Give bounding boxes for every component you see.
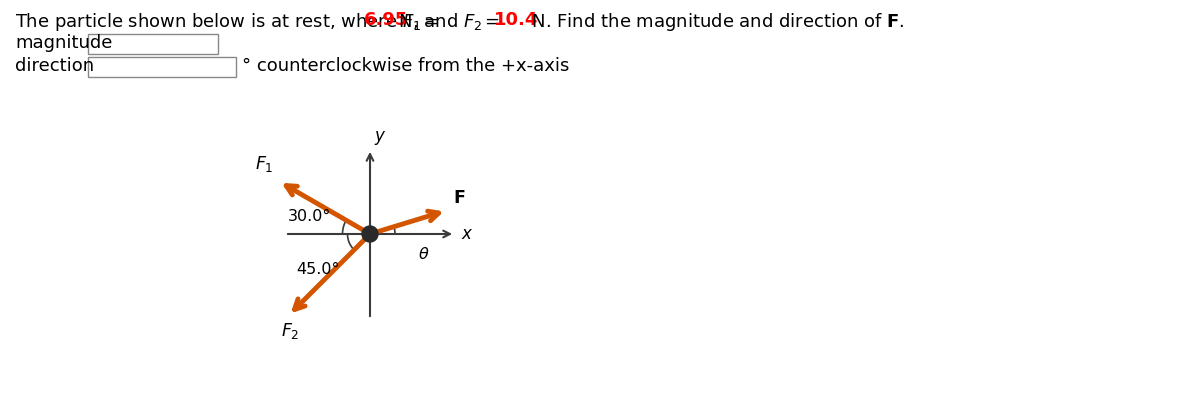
Text: N. Find the magnitude and direction of $\mathbf{F}$.: N. Find the magnitude and direction of $… bbox=[526, 11, 905, 33]
Text: $F_2$: $F_2$ bbox=[282, 321, 300, 341]
Text: ° counterclockwise from the +x-axis: ° counterclockwise from the +x-axis bbox=[242, 57, 569, 75]
Bar bbox=[88, 57, 236, 77]
Text: The particle shown below is at rest, where $\mathit{F}_1\!$ =: The particle shown below is at rest, whe… bbox=[14, 11, 440, 33]
Text: $\mathbf{F}$: $\mathbf{F}$ bbox=[452, 189, 464, 207]
Text: N, and $\mathit{F}_2\!$ =: N, and $\mathit{F}_2\!$ = bbox=[394, 11, 502, 32]
Text: $\theta$: $\theta$ bbox=[418, 246, 430, 262]
Text: 6.95: 6.95 bbox=[364, 11, 408, 29]
Text: y: y bbox=[374, 127, 384, 145]
Text: 10.4: 10.4 bbox=[494, 11, 539, 29]
Text: $F_1$: $F_1$ bbox=[256, 153, 274, 173]
Text: direction: direction bbox=[14, 57, 94, 75]
Text: magnitude: magnitude bbox=[14, 34, 113, 52]
Circle shape bbox=[362, 226, 378, 242]
Text: 45.0°: 45.0° bbox=[296, 262, 340, 277]
Bar bbox=[88, 34, 218, 54]
Text: x: x bbox=[461, 225, 470, 243]
Text: 30.0°: 30.0° bbox=[288, 209, 331, 224]
